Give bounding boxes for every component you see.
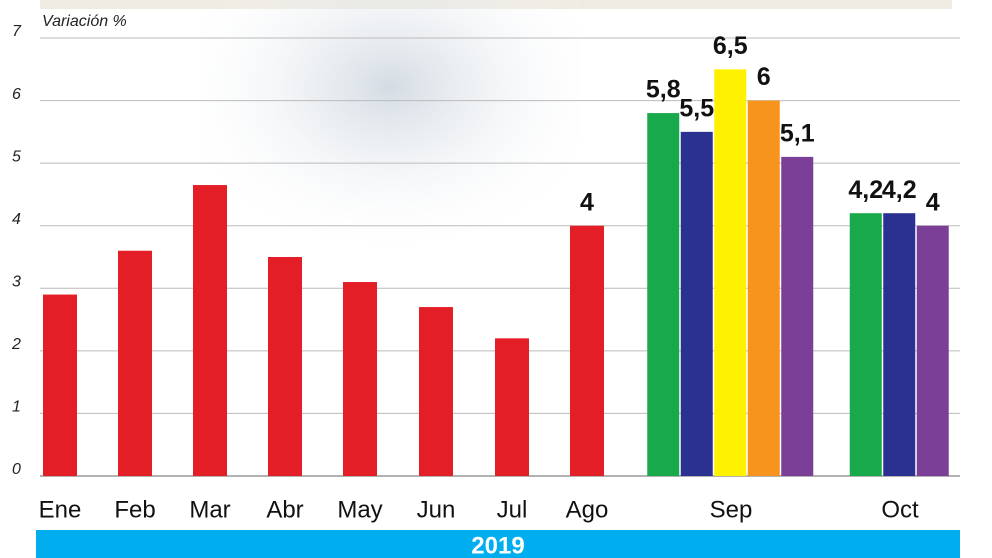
value-label: 4,2 xyxy=(848,176,883,204)
x-tick-label: Feb xyxy=(114,496,155,523)
bar xyxy=(781,156,814,476)
footer-label: 2019 xyxy=(471,532,524,558)
bar xyxy=(883,213,916,476)
background-photo xyxy=(200,0,580,290)
x-tick-label: Abr xyxy=(266,496,303,523)
bar xyxy=(747,100,780,477)
value-label: 5,8 xyxy=(646,76,681,104)
value-label: 6,5 xyxy=(713,32,748,60)
y-tick-label: 6 xyxy=(12,86,21,103)
bar xyxy=(849,213,882,476)
bar xyxy=(193,185,227,477)
x-tick-label: May xyxy=(337,496,382,523)
bar xyxy=(343,282,377,476)
x-tick-label: Jul xyxy=(497,496,528,523)
y-tick-label: 7 xyxy=(12,23,22,40)
bar xyxy=(43,294,77,476)
bar xyxy=(680,131,713,476)
value-label: 4 xyxy=(580,188,594,216)
value-label: 4,2 xyxy=(882,176,917,204)
bar xyxy=(714,69,747,477)
bar xyxy=(118,250,152,476)
x-tick-label: Mar xyxy=(189,496,230,523)
y-axis-label: Variación % xyxy=(42,13,127,30)
bar xyxy=(647,113,680,476)
y-tick-label: 3 xyxy=(12,274,21,291)
bar xyxy=(419,307,453,476)
bar xyxy=(916,225,949,476)
y-tick-label: 0 xyxy=(12,461,21,478)
footer-band xyxy=(36,530,960,558)
x-tick-label: Jun xyxy=(417,496,456,523)
x-tick-label: Ene xyxy=(39,496,82,523)
x-tick-label: Oct xyxy=(881,496,919,523)
bar xyxy=(268,257,302,476)
bar xyxy=(570,225,604,476)
y-tick-label: 5 xyxy=(12,148,21,165)
x-tick-label: Ago xyxy=(566,496,609,523)
y-tick-label: 2 xyxy=(11,336,21,353)
bar xyxy=(495,338,529,476)
value-label: 6 xyxy=(757,63,771,91)
value-label: 4 xyxy=(926,188,940,216)
value-label: 5,5 xyxy=(679,94,714,122)
value-label: 5,1 xyxy=(780,119,815,147)
y-tick-label: 4 xyxy=(12,211,21,228)
y-tick-label: 1 xyxy=(12,399,21,416)
x-tick-label: Sep xyxy=(710,496,753,523)
